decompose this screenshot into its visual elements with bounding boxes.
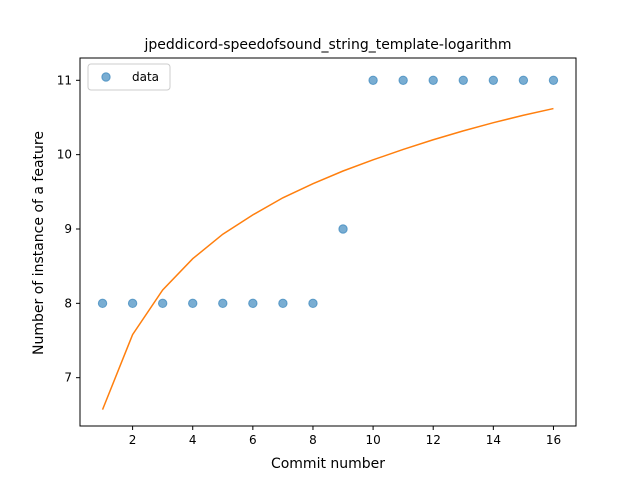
data-point xyxy=(157,298,168,309)
x-axis: 2 4 6 8 10 12 14 16 xyxy=(129,426,561,447)
series-layer xyxy=(97,75,559,410)
y-axis-label: Number of instance of a feature xyxy=(31,131,47,355)
legend-marker xyxy=(101,72,111,82)
fit-line xyxy=(101,107,554,410)
x-tick-label: 12 xyxy=(426,433,441,447)
data-point xyxy=(368,75,378,86)
data-point xyxy=(428,75,438,86)
data-point xyxy=(248,298,258,309)
data-point xyxy=(518,75,529,86)
legend-box xyxy=(87,63,171,91)
y-tick-label: 8 xyxy=(64,296,72,310)
y-tick-label: 10 xyxy=(57,148,72,162)
data-point xyxy=(338,224,348,234)
plot-frame xyxy=(79,57,577,427)
data-point xyxy=(218,298,228,309)
chart-title: jpeddicord-speedofsound_string_template-… xyxy=(143,37,511,53)
x-tick-label: 16 xyxy=(546,433,561,447)
x-tick-label: 14 xyxy=(486,433,501,447)
x-tick-label: 10 xyxy=(365,433,380,447)
data-point xyxy=(278,298,288,309)
x-tick-label: 8 xyxy=(309,433,317,447)
y-axis: 7 8 9 10 11 xyxy=(57,73,80,385)
x-tick-label: 4 xyxy=(189,433,197,447)
y-tick-label: 11 xyxy=(57,73,72,87)
data-point xyxy=(488,75,499,86)
x-axis-label: Commit number xyxy=(271,456,385,472)
data-point xyxy=(398,75,408,86)
legend: data xyxy=(87,63,171,91)
data-point xyxy=(308,298,318,309)
data-point xyxy=(127,298,138,309)
legend-label: data xyxy=(132,70,159,84)
y-tick-label: 9 xyxy=(64,222,72,236)
y-tick-label: 7 xyxy=(64,371,72,385)
data-point xyxy=(548,75,559,86)
x-tick-label: 2 xyxy=(129,433,137,447)
data-point xyxy=(188,298,198,309)
data-point xyxy=(97,298,108,309)
x-tick-label: 6 xyxy=(249,433,257,447)
data-point xyxy=(458,75,468,86)
